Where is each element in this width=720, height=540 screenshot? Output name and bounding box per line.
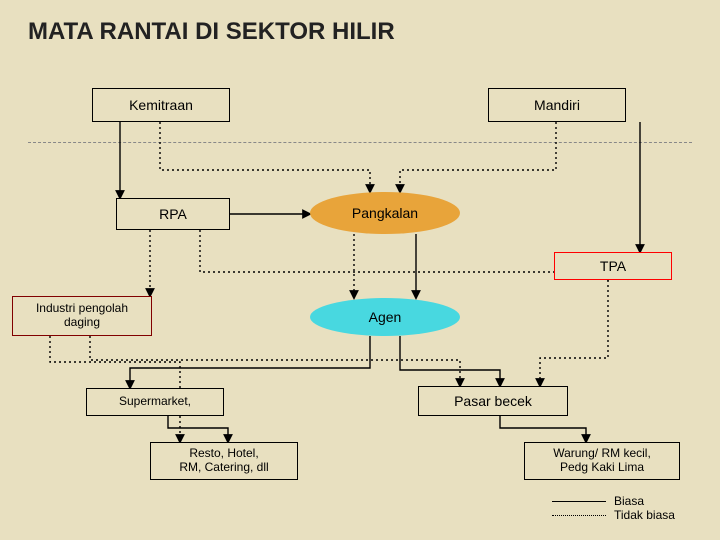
node-industri: Industri pengolah daging — [12, 296, 152, 336]
node-label: RPA — [159, 206, 187, 222]
node-label: Warung/ RM kecil, Pedg Kaki Lima — [553, 447, 651, 475]
node-agen: Agen — [310, 298, 460, 336]
node-pasar: Pasar becek — [418, 386, 568, 416]
node-rpa: RPA — [116, 198, 230, 230]
page-title: MATA RANTAI DI SEKTOR HILIR — [28, 18, 395, 46]
legend-line-dotted — [552, 515, 606, 516]
node-tpa: TPA — [554, 252, 672, 280]
legend-label: Tidak biasa — [614, 508, 675, 522]
node-supermarket: Supermarket, — [86, 388, 224, 416]
node-pangkalan: Pangkalan — [310, 192, 460, 234]
node-label: Pangkalan — [352, 205, 418, 221]
node-label: TPA — [600, 258, 626, 274]
legend: Biasa Tidak biasa — [552, 494, 675, 522]
node-label: Industri pengolah daging — [36, 302, 128, 330]
node-label: Resto, Hotel, RM, Catering, dll — [179, 447, 268, 475]
node-label: Pasar becek — [454, 393, 532, 409]
legend-line-solid — [552, 501, 606, 502]
legend-label: Biasa — [614, 494, 644, 508]
node-label: Kemitraan — [129, 97, 193, 113]
node-warung: Warung/ RM kecil, Pedg Kaki Lima — [524, 442, 680, 480]
node-label: Supermarket, — [119, 395, 191, 409]
node-kemitraan: Kemitraan — [92, 88, 230, 122]
node-label: Agen — [369, 309, 402, 325]
legend-item-biasa: Biasa — [552, 494, 675, 508]
node-resto: Resto, Hotel, RM, Catering, dll — [150, 442, 298, 480]
divider — [28, 142, 692, 143]
legend-item-tidak-biasa: Tidak biasa — [552, 508, 675, 522]
node-label: Mandiri — [534, 97, 580, 113]
node-mandiri: Mandiri — [488, 88, 626, 122]
